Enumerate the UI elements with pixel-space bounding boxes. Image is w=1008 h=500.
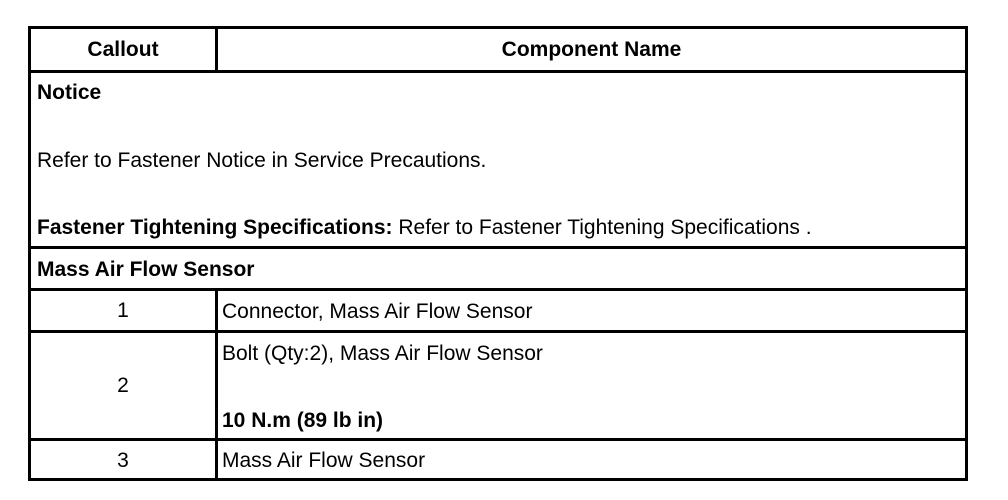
table-row: 3 Mass Air Flow Sensor <box>31 441 965 481</box>
component-name: Mass Air Flow Sensor <box>222 449 426 472</box>
notice-text: Refer to Fastener Notice in Service Prec… <box>37 149 487 172</box>
section-row: Mass Air Flow Sensor <box>31 249 965 291</box>
name-cell: Mass Air Flow Sensor <box>218 441 965 481</box>
callout-cell: 3 <box>31 441 218 481</box>
name-cell: Bolt (Qty:2), Mass Air Flow Sensor 10 N.… <box>218 333 965 438</box>
callout-cell: 2 <box>31 333 218 438</box>
component-table: Callout Component Name Notice Refer to F… <box>28 26 968 481</box>
component-name: Connector, Mass Air Flow Sensor <box>222 300 533 323</box>
name-cell: Connector, Mass Air Flow Sensor <box>218 291 965 330</box>
header-component-name: Component Name <box>501 37 682 61</box>
table-row: 2 Bolt (Qty:2), Mass Air Flow Sensor 10 … <box>31 333 965 441</box>
component-name: Bolt (Qty:2), Mass Air Flow Sensor <box>222 342 543 365</box>
callout-cell: 1 <box>31 291 218 330</box>
notice-title: Notice <box>37 81 102 104</box>
fastener-spec-text: Refer to Fastener Tightening Specificati… <box>392 216 812 239</box>
section-title: Mass Air Flow Sensor <box>37 258 255 281</box>
torque-spec: 10 N.m (89 lb in) <box>222 409 384 432</box>
fastener-spec-label: Fastener Tightening Specifications: <box>37 216 393 239</box>
table-row: 1 Connector, Mass Air Flow Sensor <box>31 291 965 333</box>
header-row: Callout Component Name <box>31 29 965 73</box>
notice-row: Notice Refer to Fastener Notice in Servi… <box>31 73 965 249</box>
fastener-spec: Fastener Tightening Specifications: Refe… <box>37 216 812 240</box>
header-callout: Callout <box>31 29 218 70</box>
